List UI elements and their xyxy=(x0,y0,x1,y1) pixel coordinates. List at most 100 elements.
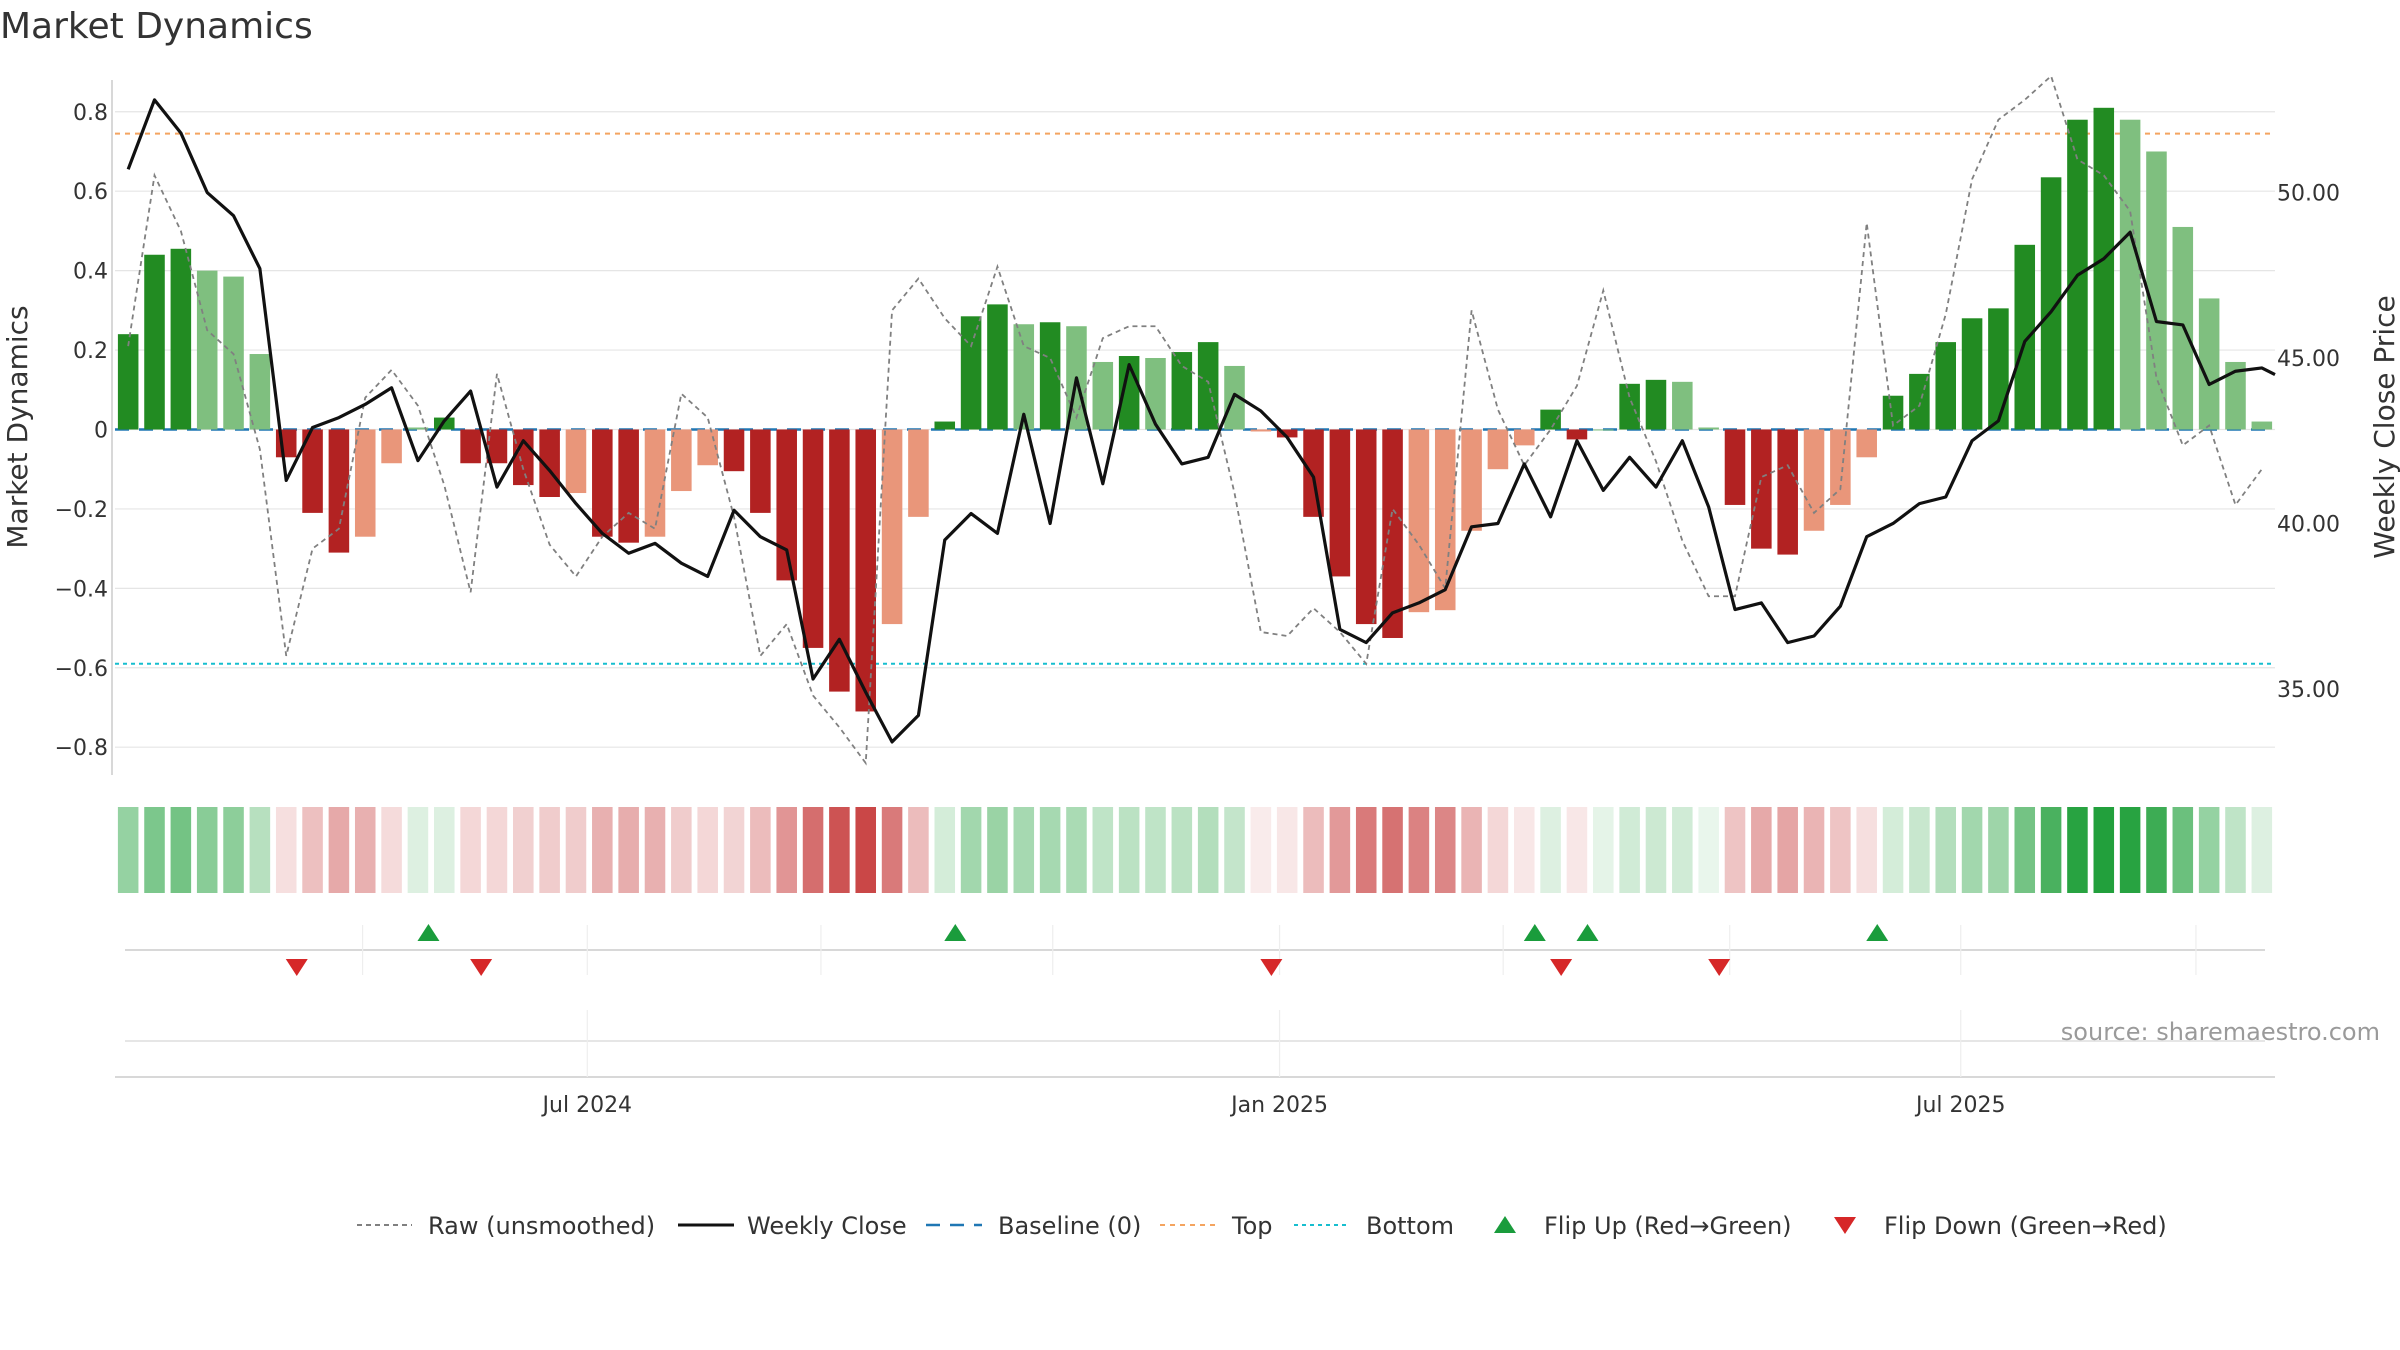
heat-cell xyxy=(1830,807,1851,893)
dynamics-bar xyxy=(1961,318,1983,430)
heat-cell xyxy=(1066,807,1087,893)
legend-flip-down-label: Flip Down (Green→Red) xyxy=(1884,1212,2167,1240)
heat-cell xyxy=(1593,807,1614,893)
heat-cell xyxy=(881,807,903,893)
dynamics-bar xyxy=(2225,361,2246,430)
dynamics-bar xyxy=(1487,429,1509,470)
y-right-tick-label: 50.00 xyxy=(2277,182,2340,207)
heat-cell xyxy=(1276,807,1298,893)
dynamics-bar xyxy=(908,429,929,517)
dynamics-bar xyxy=(1830,429,1851,505)
dynamics-bar xyxy=(1777,429,1798,555)
heat-cell xyxy=(249,807,271,893)
dynamics-bar xyxy=(1092,361,1114,430)
dynamics-bar xyxy=(1039,322,1061,430)
page-title: Market Dynamics xyxy=(0,6,313,47)
legend-bottom-label: Bottom xyxy=(1366,1212,1454,1240)
heat-cell xyxy=(2014,807,2036,893)
dynamics-bar xyxy=(1434,429,1456,611)
legend-flip-up-label: Flip Up (Red→Green) xyxy=(1544,1212,1792,1240)
heat-strip xyxy=(117,807,2273,893)
y-left-tick-label: −0.2 xyxy=(55,498,108,523)
heat-cell xyxy=(1698,807,1719,893)
heat-cell xyxy=(275,807,297,893)
dynamics-bar xyxy=(1382,429,1403,638)
legend-top-label: Top xyxy=(1231,1212,1273,1240)
dynamics-bar xyxy=(2040,177,2062,430)
flip-up-marker xyxy=(1576,924,1599,941)
heat-cell xyxy=(2251,807,2273,893)
heat-cell xyxy=(802,807,824,893)
heat-cell xyxy=(565,807,587,893)
dynamics-bar xyxy=(460,429,481,464)
dynamics-bar xyxy=(407,427,429,430)
dynamics-bar xyxy=(1593,429,1614,431)
heat-cell xyxy=(223,807,244,893)
dynamics-bar xyxy=(328,429,350,553)
dynamics-bar xyxy=(934,421,956,430)
dynamics-bar xyxy=(2198,298,2220,430)
heat-cell xyxy=(381,807,402,893)
dynamics-bar xyxy=(776,429,797,581)
heat-cell xyxy=(407,807,429,893)
heat-cell xyxy=(2040,807,2062,893)
x-tick-label: Jul 2024 xyxy=(541,1093,633,1118)
heat-cell xyxy=(1882,807,1904,893)
dynamics-bar xyxy=(750,429,771,513)
dynamics-bar xyxy=(671,429,692,492)
heat-cell xyxy=(2146,807,2167,893)
dynamics-bar xyxy=(117,334,139,430)
heat-cell xyxy=(2093,807,2115,893)
flip-down-marker xyxy=(285,959,308,976)
dynamics-bar xyxy=(2119,119,2141,430)
dynamics-bar xyxy=(1540,409,1561,430)
heat-cell xyxy=(302,807,323,893)
heat-cell xyxy=(592,807,613,893)
heat-cell xyxy=(1935,807,1957,893)
dynamics-bar xyxy=(881,429,903,625)
dynamics-bar xyxy=(539,429,560,497)
dynamics-bar xyxy=(486,429,508,464)
y-left-axis-title: Market Dynamics xyxy=(1,305,34,548)
heat-cell xyxy=(328,807,350,893)
heat-cell xyxy=(1382,807,1403,893)
dynamics-bar xyxy=(1645,379,1667,430)
heat-cell xyxy=(1961,807,1983,893)
heat-cell xyxy=(1171,807,1193,893)
dynamics-bar xyxy=(1013,324,1035,430)
y-left-tick-label: 0.6 xyxy=(73,180,108,205)
x-tick-label: Jan 2025 xyxy=(1229,1093,1328,1118)
dynamics-bar xyxy=(1724,429,1746,505)
dynamics-bar xyxy=(2251,421,2273,430)
dynamics-bar xyxy=(381,429,402,464)
heat-cell xyxy=(1224,807,1245,893)
dynamics-bar xyxy=(1329,429,1351,577)
legend-raw: Raw (unsmoothed) xyxy=(357,1212,655,1240)
heat-cell xyxy=(855,807,877,893)
heat-cell xyxy=(1145,807,1166,893)
heat-cell xyxy=(460,807,481,893)
flip-down-marker xyxy=(1260,959,1283,976)
heat-cell xyxy=(1434,807,1456,893)
close-series xyxy=(126,98,2276,744)
dynamics-bar xyxy=(644,429,666,537)
dynamics-bar xyxy=(1856,429,1877,458)
heat-cell xyxy=(987,807,1008,893)
heat-cell xyxy=(1118,807,1140,893)
flip-up-marker xyxy=(417,924,440,941)
dynamics-bar xyxy=(1355,429,1377,625)
y-left-tick-label: 0.8 xyxy=(73,101,108,126)
heat-cell xyxy=(196,807,218,893)
legend-flip-down: Flip Down (Green→Red) xyxy=(1834,1212,2167,1240)
heat-cell xyxy=(1408,807,1430,893)
flip-up-marker xyxy=(944,924,967,941)
right-axis: 50.00 45.00 40.00 35.00 xyxy=(2277,182,2340,703)
heat-cell xyxy=(644,807,666,893)
heat-cell xyxy=(908,807,929,893)
dynamics-bar xyxy=(1619,383,1640,430)
y-left-tick-label: 0.4 xyxy=(73,260,108,285)
dynamics-bar xyxy=(1303,429,1324,517)
dynamics-bar xyxy=(1672,381,1693,430)
y-right-tick-label: 40.00 xyxy=(2277,512,2340,537)
